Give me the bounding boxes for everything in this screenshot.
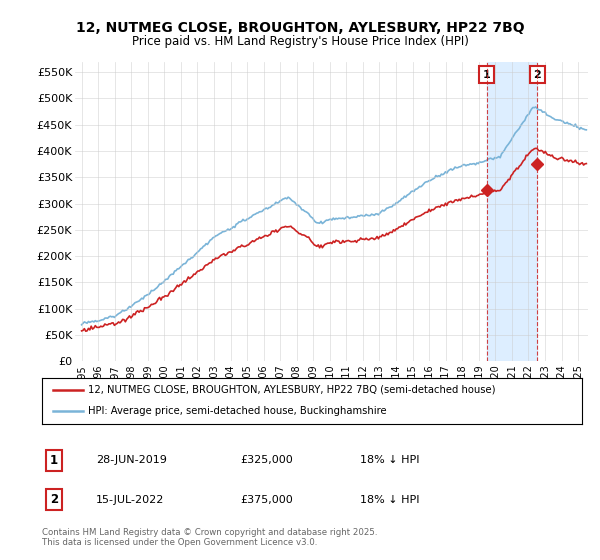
Text: 28-JUN-2019: 28-JUN-2019 bbox=[96, 455, 167, 465]
Bar bbox=[487, 62, 538, 361]
Text: 1: 1 bbox=[50, 454, 58, 467]
Text: 12, NUTMEG CLOSE, BROUGHTON, AYLESBURY, HP22 7BQ: 12, NUTMEG CLOSE, BROUGHTON, AYLESBURY, … bbox=[76, 21, 524, 35]
Text: 15-JUL-2022: 15-JUL-2022 bbox=[96, 494, 164, 505]
Text: Contains HM Land Registry data © Crown copyright and database right 2025.
This d: Contains HM Land Registry data © Crown c… bbox=[42, 528, 377, 547]
Text: 2: 2 bbox=[50, 493, 58, 506]
Text: 18% ↓ HPI: 18% ↓ HPI bbox=[360, 455, 419, 465]
Text: 2: 2 bbox=[533, 70, 541, 80]
Text: Price paid vs. HM Land Registry's House Price Index (HPI): Price paid vs. HM Land Registry's House … bbox=[131, 35, 469, 48]
Text: £325,000: £325,000 bbox=[240, 455, 293, 465]
Text: 1: 1 bbox=[483, 70, 491, 80]
Text: HPI: Average price, semi-detached house, Buckinghamshire: HPI: Average price, semi-detached house,… bbox=[88, 406, 386, 416]
Text: 12, NUTMEG CLOSE, BROUGHTON, AYLESBURY, HP22 7BQ (semi-detached house): 12, NUTMEG CLOSE, BROUGHTON, AYLESBURY, … bbox=[88, 385, 496, 395]
Text: £375,000: £375,000 bbox=[240, 494, 293, 505]
Text: 18% ↓ HPI: 18% ↓ HPI bbox=[360, 494, 419, 505]
